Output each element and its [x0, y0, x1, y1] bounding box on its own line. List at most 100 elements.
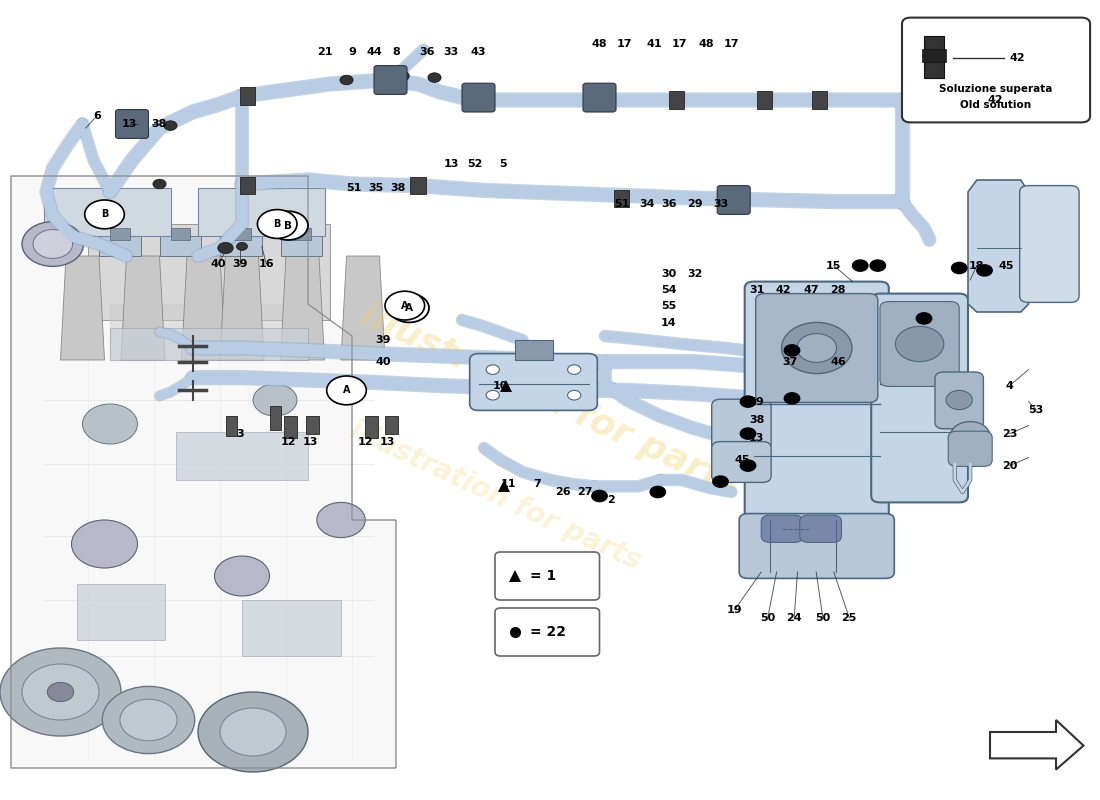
Bar — [812, 91, 827, 109]
Bar — [924, 36, 944, 78]
Text: A: A — [343, 386, 350, 395]
Text: 39: 39 — [232, 259, 248, 269]
Text: 29: 29 — [688, 199, 703, 209]
FancyBboxPatch shape — [871, 294, 968, 502]
Text: 5: 5 — [499, 159, 506, 169]
Bar — [757, 91, 772, 109]
Bar — [292, 228, 311, 240]
Circle shape — [568, 390, 581, 400]
Text: illustration for parts: illustration for parts — [345, 416, 645, 576]
Text: 39: 39 — [375, 335, 390, 345]
Bar — [176, 432, 308, 480]
Text: 10: 10 — [493, 381, 508, 390]
FancyBboxPatch shape — [800, 515, 842, 542]
Text: 48: 48 — [698, 39, 714, 49]
Circle shape — [895, 326, 944, 362]
Text: 45: 45 — [999, 261, 1014, 270]
Text: illustration for parts: illustration for parts — [355, 297, 745, 503]
Bar — [220, 236, 262, 256]
Bar — [614, 190, 629, 207]
Circle shape — [47, 682, 74, 702]
Text: 52: 52 — [468, 159, 483, 169]
Text: 40: 40 — [210, 259, 225, 269]
FancyBboxPatch shape — [583, 83, 616, 112]
Circle shape — [740, 396, 756, 407]
Text: 49: 49 — [749, 397, 764, 406]
Circle shape — [977, 265, 992, 276]
Circle shape — [0, 648, 121, 736]
Circle shape — [327, 376, 366, 405]
Polygon shape — [990, 720, 1084, 770]
Polygon shape — [220, 256, 264, 360]
Text: 41: 41 — [647, 39, 662, 49]
Polygon shape — [121, 256, 165, 360]
Text: 33: 33 — [713, 199, 728, 209]
FancyBboxPatch shape — [116, 110, 148, 138]
Bar — [110, 228, 130, 240]
Polygon shape — [60, 256, 104, 360]
Text: 21: 21 — [317, 47, 332, 57]
FancyBboxPatch shape — [462, 83, 495, 112]
Bar — [306, 416, 319, 434]
Text: 15: 15 — [826, 261, 842, 270]
Bar — [471, 91, 486, 109]
Bar — [198, 188, 324, 236]
Text: 33: 33 — [443, 47, 459, 57]
Text: 20: 20 — [1002, 461, 1018, 470]
Text: B: B — [284, 221, 293, 230]
Text: 18: 18 — [969, 261, 984, 270]
Bar — [44, 188, 170, 236]
Text: 43: 43 — [471, 47, 486, 57]
Bar — [242, 600, 341, 656]
Circle shape — [592, 490, 607, 502]
Bar — [284, 416, 297, 438]
Polygon shape — [341, 256, 385, 360]
Circle shape — [852, 260, 868, 271]
Circle shape — [713, 476, 728, 487]
Bar — [77, 584, 165, 640]
Bar — [170, 228, 190, 240]
Text: 23: 23 — [1002, 429, 1018, 438]
Text: 7: 7 — [532, 479, 541, 489]
Polygon shape — [88, 224, 330, 320]
Bar — [160, 236, 201, 256]
FancyBboxPatch shape — [717, 186, 750, 214]
Text: Old solution: Old solution — [960, 100, 1032, 110]
FancyBboxPatch shape — [712, 399, 771, 450]
Circle shape — [33, 230, 73, 258]
Text: 3: 3 — [236, 429, 243, 438]
Text: 8: 8 — [392, 47, 400, 57]
Circle shape — [486, 365, 499, 374]
Circle shape — [486, 390, 499, 400]
Bar — [365, 416, 378, 438]
Text: 4: 4 — [1005, 381, 1014, 390]
Text: B: B — [101, 210, 108, 219]
Text: 30: 30 — [661, 269, 676, 278]
Text: 14: 14 — [661, 318, 676, 328]
Text: = 22: = 22 — [530, 625, 566, 639]
FancyBboxPatch shape — [948, 431, 992, 466]
Circle shape — [268, 211, 308, 240]
Text: 48: 48 — [592, 39, 607, 49]
Text: 9: 9 — [348, 47, 356, 57]
Text: 37: 37 — [782, 357, 797, 366]
Circle shape — [220, 708, 286, 756]
Text: 26: 26 — [556, 487, 571, 497]
Circle shape — [198, 692, 308, 772]
Bar — [592, 91, 607, 109]
Text: 40: 40 — [375, 357, 390, 366]
Text: 42: 42 — [1010, 54, 1025, 63]
Bar — [226, 416, 236, 436]
Circle shape — [952, 262, 967, 274]
Text: 16: 16 — [258, 259, 274, 269]
Text: 38: 38 — [152, 119, 167, 129]
Text: 51: 51 — [346, 183, 362, 193]
Text: Soluzione superata: Soluzione superata — [939, 84, 1053, 94]
Circle shape — [394, 70, 409, 82]
Polygon shape — [182, 256, 225, 360]
Text: 47: 47 — [804, 285, 820, 294]
Circle shape — [389, 294, 429, 322]
Bar — [669, 91, 684, 109]
Text: 42: 42 — [776, 285, 791, 294]
Circle shape — [916, 313, 932, 324]
